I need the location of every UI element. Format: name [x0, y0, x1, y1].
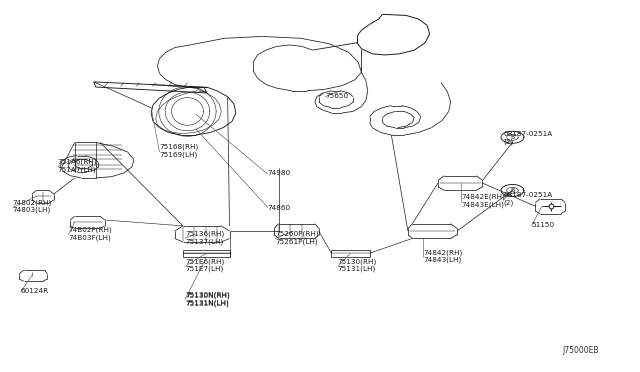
Text: 74860: 74860	[268, 205, 291, 211]
Text: 75130N(RH)
75131N(LH): 75130N(RH) 75131N(LH)	[185, 292, 230, 306]
Text: 75650: 75650	[325, 93, 348, 99]
Text: 74980: 74980	[268, 170, 291, 176]
Text: 75168(RH)
75169(LH): 75168(RH) 75169(LH)	[159, 144, 198, 158]
Text: 75260P(RH)
75261P(LH): 75260P(RH) 75261P(LH)	[275, 231, 319, 245]
Text: 74842E(RH)
74843E(LH): 74842E(RH) 74843E(LH)	[461, 194, 506, 208]
Text: 75136(RH)
75137(LH): 75136(RH) 75137(LH)	[185, 231, 224, 245]
Text: 751A6(RH)
751A7(LH): 751A6(RH) 751A7(LH)	[58, 159, 97, 173]
Text: 75130(RH)
75131(LH): 75130(RH) 75131(LH)	[338, 259, 377, 272]
Text: 60124R: 60124R	[20, 288, 49, 294]
Text: 08187-0251A
(2): 08187-0251A (2)	[504, 192, 553, 206]
Text: 74B02F(RH)
74B03F(LH): 74B02F(RH) 74B03F(LH)	[68, 227, 112, 241]
Text: 51150: 51150	[532, 222, 555, 228]
Text: B: B	[510, 135, 515, 140]
Text: J75000EB: J75000EB	[563, 346, 599, 355]
Text: 74802(RH)
74803(LH): 74802(RH) 74803(LH)	[13, 199, 52, 213]
Text: 74842(RH)
74843(LH): 74842(RH) 74843(LH)	[423, 249, 463, 263]
Text: B: B	[510, 188, 515, 193]
Text: 751E6(RH)
751E7(LH): 751E6(RH) 751E7(LH)	[185, 259, 224, 272]
Text: 75130N(RH)
75131N(LH): 75130N(RH) 75131N(LH)	[185, 293, 230, 307]
Text: 08187-0251A
(2): 08187-0251A (2)	[504, 131, 553, 145]
